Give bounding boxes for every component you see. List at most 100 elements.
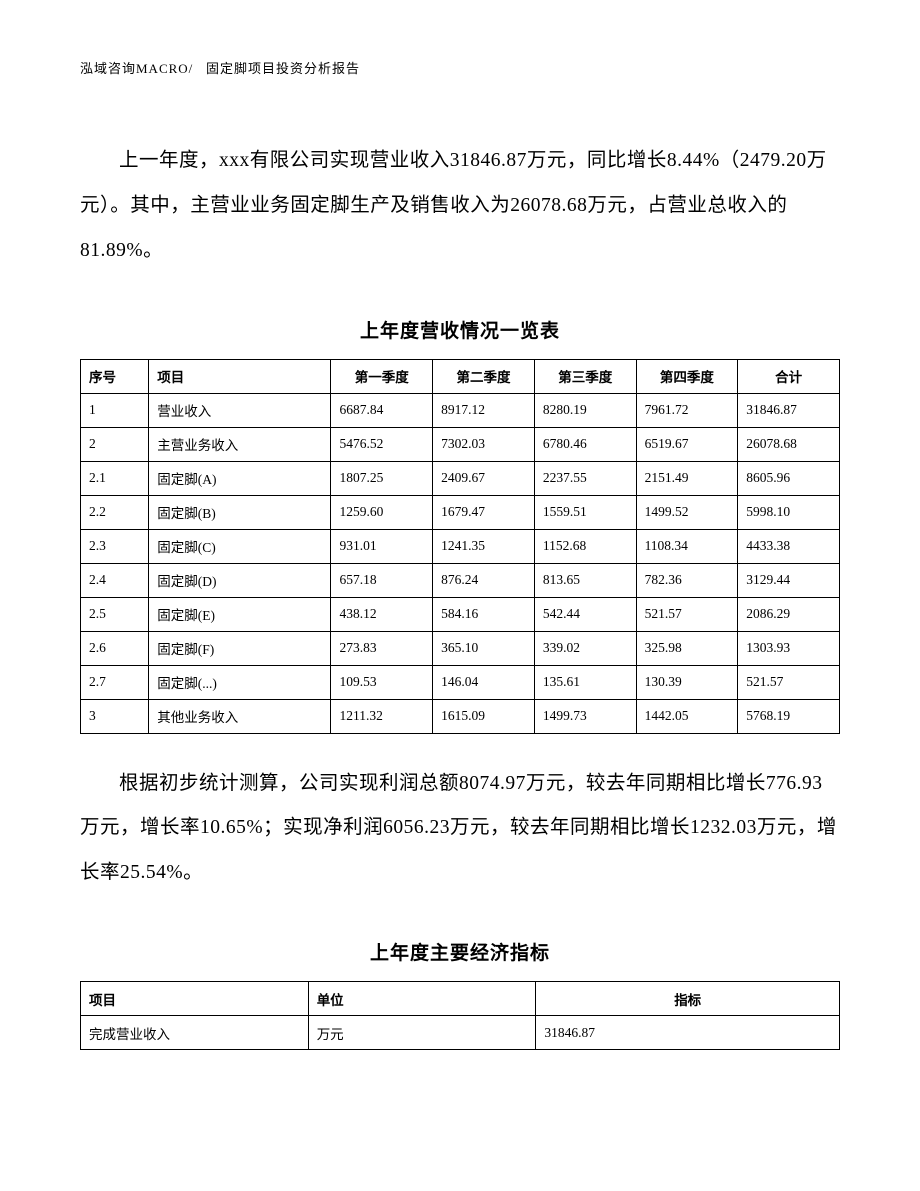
table-cell: 2.3 [81,529,149,563]
table-cell: 固定脚(B) [149,495,331,529]
header-company: 泓域咨询MACRO/ [80,61,193,76]
th2-unit: 单位 [308,982,536,1016]
table-cell: 1 [81,393,149,427]
table-cell: 339.02 [534,631,636,665]
table1-body: 1营业收入6687.848917.128280.197961.7231846.8… [81,393,840,733]
table-cell: 1108.34 [636,529,738,563]
table-cell: 7961.72 [636,393,738,427]
table-cell: 31846.87 [738,393,840,427]
table-cell: 2.1 [81,461,149,495]
table-cell: 8280.19 [534,393,636,427]
table-cell: 130.39 [636,665,738,699]
table-cell: 6687.84 [331,393,433,427]
th-q1: 第一季度 [331,359,433,393]
table-cell: 6519.67 [636,427,738,461]
th2-project: 项目 [81,982,309,1016]
page-header: 泓域咨询MACRO/ 固定脚项目投资分析报告 [80,58,840,77]
table-cell: 782.36 [636,563,738,597]
table-cell: 2 [81,427,149,461]
table-cell: 1499.73 [534,699,636,733]
table-cell: 8917.12 [433,393,535,427]
table-cell: 26078.68 [738,427,840,461]
table-row: 2主营业务收入5476.527302.036780.466519.6726078… [81,427,840,461]
table-cell: 5998.10 [738,495,840,529]
table-cell: 521.57 [636,597,738,631]
table-cell: 固定脚(...) [149,665,331,699]
table-cell: 2.2 [81,495,149,529]
table-cell: 876.24 [433,563,535,597]
table-cell: 438.12 [331,597,433,631]
table-cell: 固定脚(A) [149,461,331,495]
table-cell: 3129.44 [738,563,840,597]
table-cell: 2086.29 [738,597,840,631]
th-item: 项目 [149,359,331,393]
table-cell: 6780.46 [534,427,636,461]
table-cell: 1152.68 [534,529,636,563]
table-cell: 931.01 [331,529,433,563]
table-row: 2.2固定脚(B)1259.601679.471559.511499.52599… [81,495,840,529]
table-row: 2.5固定脚(E)438.12584.16542.44521.572086.29 [81,597,840,631]
table-row: 2.7固定脚(...)109.53146.04135.61130.39521.5… [81,665,840,699]
table-cell: 135.61 [534,665,636,699]
table-cell: 146.04 [433,665,535,699]
table-cell: 273.83 [331,631,433,665]
indicator-table: 项目 单位 指标 完成营业收入万元31846.87 [80,981,840,1050]
table-cell: 1259.60 [331,495,433,529]
paragraph-1: 上一年度，xxx有限公司实现营业收入31846.87万元，同比增长8.44%（2… [80,139,840,274]
table-cell: 2.6 [81,631,149,665]
table-cell: 813.65 [534,563,636,597]
header-doc-title: 固定脚项目投资分析报告 [206,61,360,76]
table-cell: 1807.25 [331,461,433,495]
table2-body: 完成营业收入万元31846.87 [81,1016,840,1050]
paragraph-2: 根据初步统计测算，公司实现利润总额8074.97万元，较去年同期相比增长776.… [80,762,840,897]
table-cell: 1211.32 [331,699,433,733]
table-cell: 7302.03 [433,427,535,461]
table-row: 1营业收入6687.848917.128280.197961.7231846.8… [81,393,840,427]
table2-title: 上年度主要经济指标 [80,938,840,965]
th-q3: 第三季度 [534,359,636,393]
th-q4: 第四季度 [636,359,738,393]
revenue-table: 序号 项目 第一季度 第二季度 第三季度 第四季度 合计 1营业收入6687.8… [80,359,840,734]
table-cell: 1559.51 [534,495,636,529]
table-cell: 1442.05 [636,699,738,733]
table-cell: 万元 [308,1016,536,1050]
th-total: 合计 [738,359,840,393]
table-row: 2.4固定脚(D)657.18876.24813.65782.363129.44 [81,563,840,597]
table-cell: 657.18 [331,563,433,597]
th-q2: 第二季度 [433,359,535,393]
table-cell: 2.4 [81,563,149,597]
table-row: 完成营业收入万元31846.87 [81,1016,840,1050]
table-row: 2.3固定脚(C)931.011241.351152.681108.344433… [81,529,840,563]
table-cell: 4433.38 [738,529,840,563]
table-cell: 2.5 [81,597,149,631]
th2-indicator: 指标 [536,982,840,1016]
table-cell: 521.57 [738,665,840,699]
table-row: 3其他业务收入1211.321615.091499.731442.055768.… [81,699,840,733]
table-cell: 31846.87 [536,1016,840,1050]
table-cell: 完成营业收入 [81,1016,309,1050]
table-cell: 1499.52 [636,495,738,529]
table-cell: 1303.93 [738,631,840,665]
table-cell: 325.98 [636,631,738,665]
table-cell: 其他业务收入 [149,699,331,733]
table-cell: 109.53 [331,665,433,699]
table-cell: 2409.67 [433,461,535,495]
th-seq: 序号 [81,359,149,393]
table-cell: 固定脚(C) [149,529,331,563]
table-cell: 1241.35 [433,529,535,563]
table1-header-row: 序号 项目 第一季度 第二季度 第三季度 第四季度 合计 [81,359,840,393]
table2-header-row: 项目 单位 指标 [81,982,840,1016]
table-cell: 584.16 [433,597,535,631]
table-cell: 2151.49 [636,461,738,495]
table-cell: 365.10 [433,631,535,665]
table-cell: 1679.47 [433,495,535,529]
table-cell: 3 [81,699,149,733]
table-row: 2.6固定脚(F)273.83365.10339.02325.981303.93 [81,631,840,665]
table-cell: 固定脚(D) [149,563,331,597]
table-row: 2.1固定脚(A)1807.252409.672237.552151.49860… [81,461,840,495]
table-cell: 主营业务收入 [149,427,331,461]
table1-title: 上年度营收情况一览表 [80,316,840,343]
table-cell: 固定脚(E) [149,597,331,631]
table-cell: 5768.19 [738,699,840,733]
table-cell: 固定脚(F) [149,631,331,665]
